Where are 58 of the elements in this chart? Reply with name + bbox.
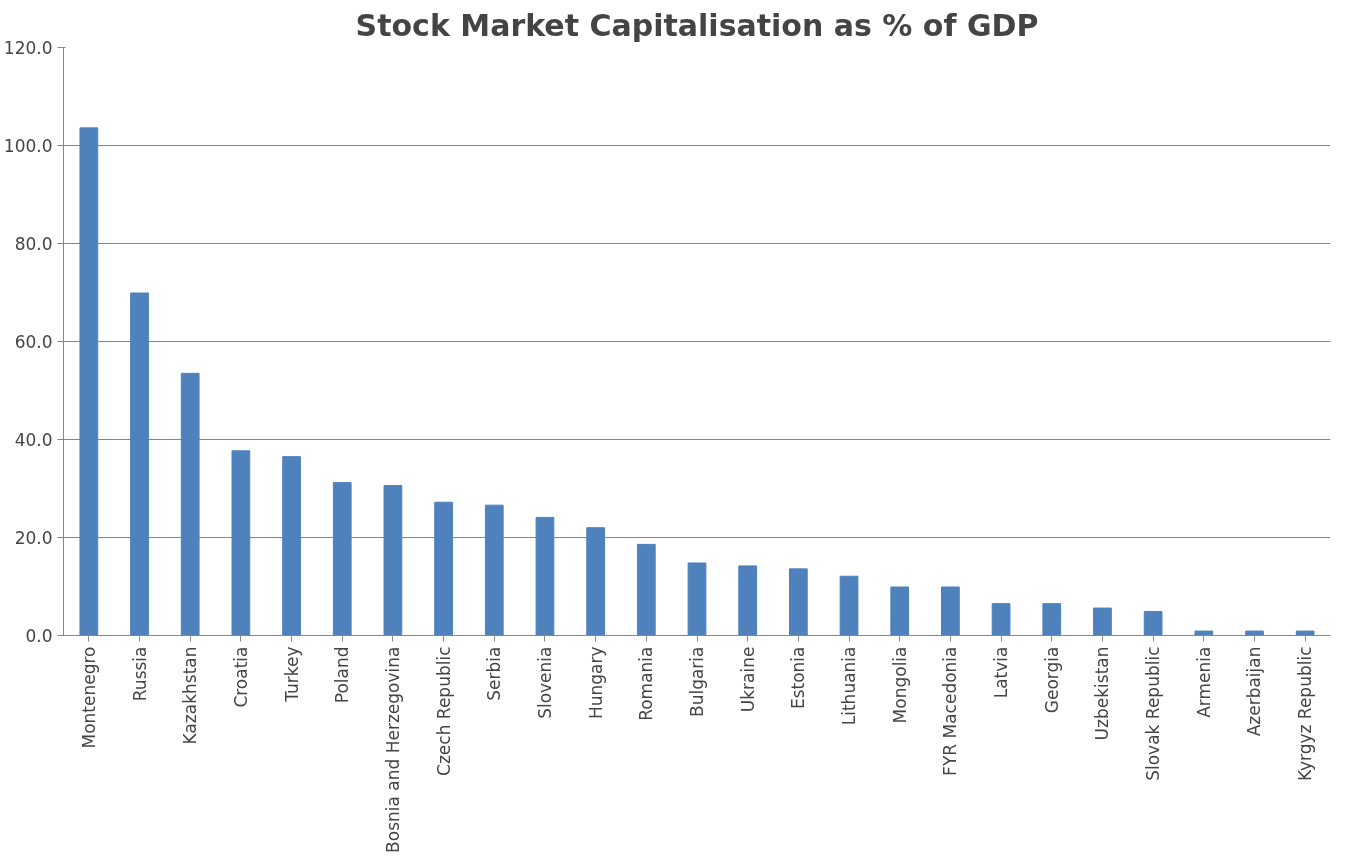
bar [738,565,758,636]
bar [687,562,707,636]
bar [586,527,606,636]
y-tick-label: 0.0 [25,626,53,646]
bar [1295,630,1315,636]
x-tick-label: Hungary [585,646,606,720]
bar [839,575,859,636]
y-tick-label: 120.0 [3,38,53,58]
bar [991,603,1011,636]
x-tick-label: Serbia [484,646,505,701]
x-tick-label: Turkey [281,646,302,703]
y-tick-label: 60.0 [14,332,53,352]
x-tick-label: Armenia [1193,646,1214,718]
x-tick-label: Poland [332,646,353,704]
x-tick-label: Romania [636,646,657,721]
bar [1042,603,1062,636]
x-tick-label: Mongolia [889,646,910,724]
x-tick-label: Slovak Republic [1143,646,1164,781]
x-tick-label: Azerbaijan [1244,646,1265,737]
x-tick-label: Montenegro [78,646,99,749]
bar [941,586,960,636]
x-tick-label: Bulgaria [687,646,707,717]
x-tick-label: Ukraine [737,646,758,713]
x-tick-label: Czech Republic [433,646,454,776]
bar [130,292,149,636]
x-tick-label: Georgia [1041,646,1062,714]
x-tick-label: Kazakhstan [180,646,201,745]
y-tick-label: 40.0 [14,430,53,450]
bar [890,586,910,636]
bar [1093,607,1112,636]
x-tick-label: Croatia [230,646,251,708]
y-tick-label: 80.0 [14,234,53,254]
bar [636,543,656,636]
chart-title: Stock Market Capitalisation as % of GDP [355,7,1039,43]
bar [383,485,403,636]
x-tick-label: Slovenia [534,646,555,719]
bar [1143,610,1163,636]
x-tick-label: Lithuania [839,646,860,726]
x-tick-label: Latvia [991,646,1012,699]
bar [231,450,251,636]
x-tick-label: FYR Macedonia [940,646,961,776]
bar [535,516,555,636]
bar [788,568,808,636]
x-tick-label: Kyrgyz Republic [1295,646,1316,781]
y-tick-label: 100.0 [3,136,53,156]
bar [282,456,301,636]
bar [1245,630,1264,636]
bar [332,482,352,636]
bar [1194,630,1214,636]
x-tick-label: Uzbekistan [1092,646,1113,741]
x-tick-label: Russia [129,646,150,702]
x-tick-label: Bosnia and Herzegovina [382,646,403,853]
x-tick-label: Estonia [788,646,809,710]
bar [79,127,99,636]
bar [180,372,200,636]
bar [434,501,453,636]
y-tick-label: 20.0 [14,528,53,548]
bar [484,504,504,636]
